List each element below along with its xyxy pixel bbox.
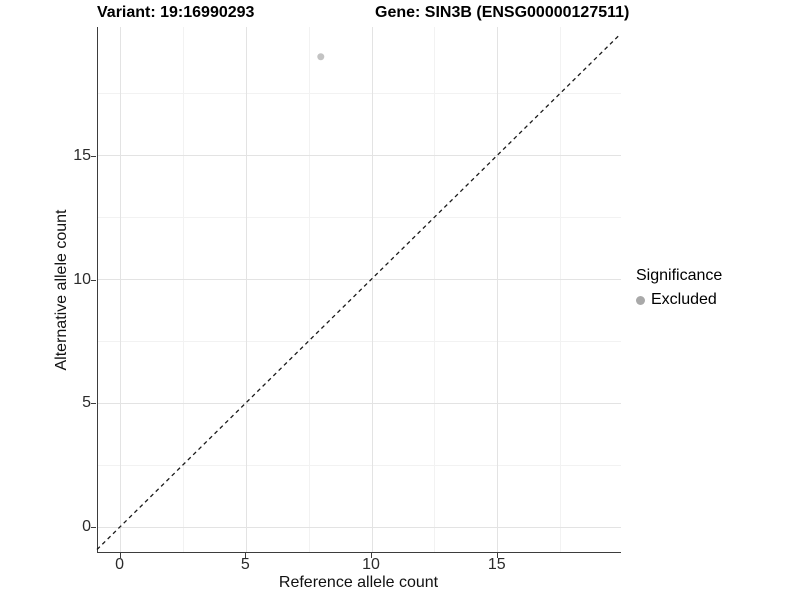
y-tick-label: 0 [82,518,91,536]
x-tick-label: 10 [362,556,380,573]
y-tick-mark [91,279,96,281]
y-tick-label: 15 [73,146,91,164]
plot-title-gene: Gene: SIN3B (ENSG00000127511) [375,4,630,21]
x-tick-mark [371,553,373,558]
plot-layer [96,33,621,550]
x-tick-mark [245,553,247,558]
data-point [317,53,325,61]
legend-title: Significance [636,267,723,284]
y-tick-label: 5 [82,394,91,412]
x-tick-label: 0 [115,556,125,573]
legend-key-point-icon [636,295,645,305]
legend-item-label: Excluded [651,291,717,308]
x-tick-label: 5 [240,556,250,573]
legend-item: Excluded [636,291,722,309]
y-tick-mark [91,403,96,405]
x-tick-mark [496,553,498,558]
x-tick-label: 15 [487,556,506,573]
y-axis-title: Alternative allele count [53,209,70,371]
y-tick-label: 10 [73,270,91,288]
data-points-group [317,53,325,61]
identity-reference-line [96,33,621,550]
y-tick-mark [91,155,96,157]
legend: Significance Excluded [636,267,722,309]
y-tick-mark [91,527,96,529]
plot-title-variant: Variant: 19:16990293 [97,4,255,21]
x-axis-title: Reference allele count [278,574,439,591]
x-tick-mark [119,553,121,558]
